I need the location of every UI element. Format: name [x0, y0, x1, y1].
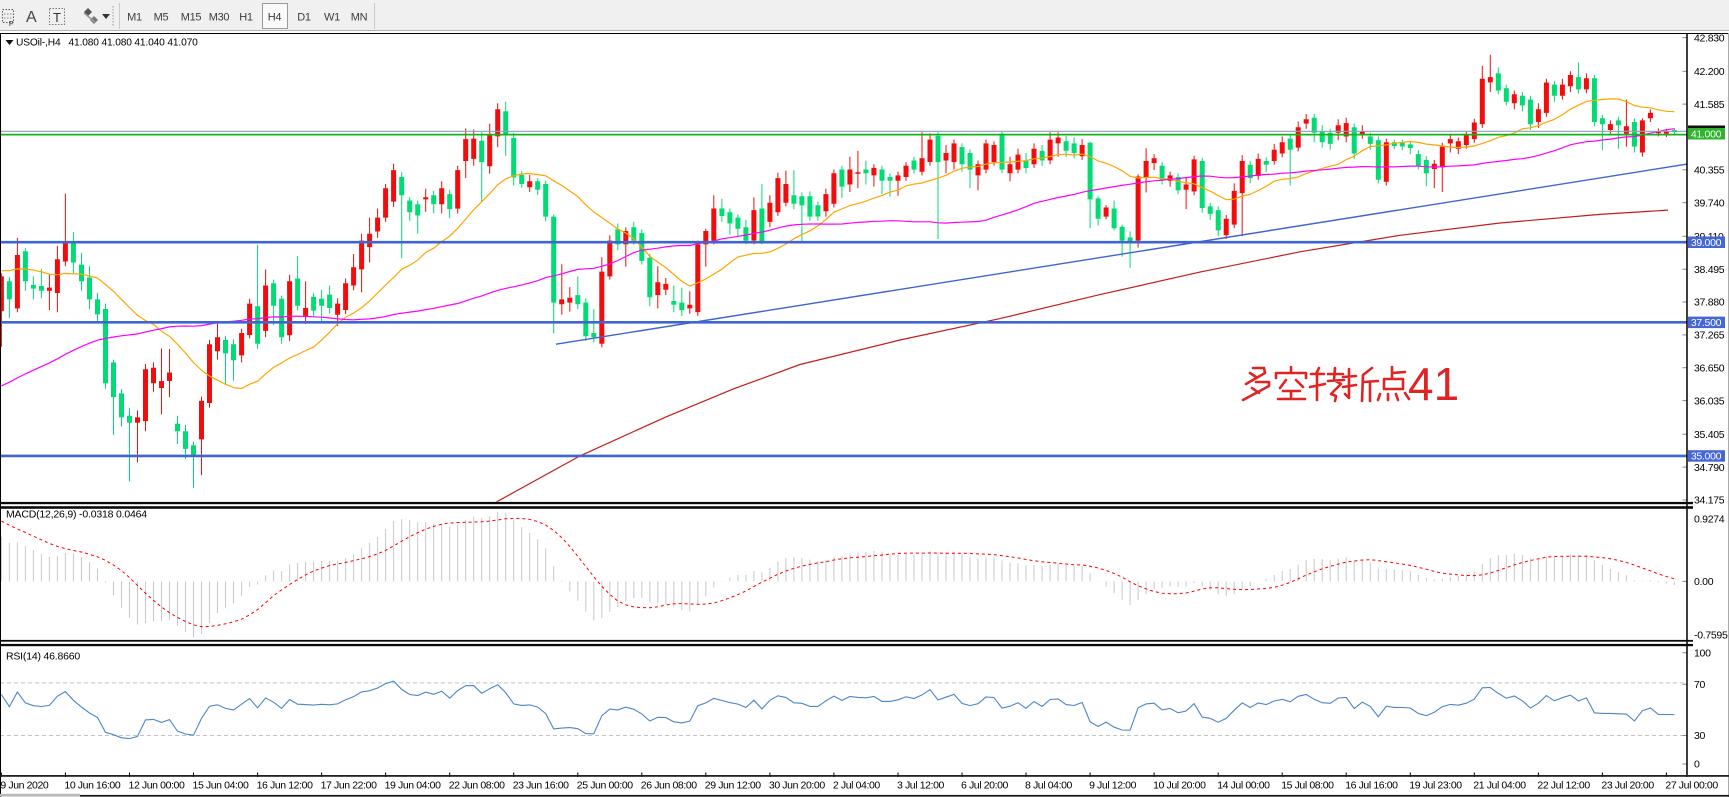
svg-text:2 Jul 04:00: 2 Jul 04:00 [833, 780, 881, 792]
svg-text:MACD(12,26,9) -0.0318 0.0464: MACD(12,26,9) -0.0318 0.0464 [6, 509, 147, 521]
svg-text:14 Jul 00:00: 14 Jul 00:00 [1217, 780, 1270, 792]
svg-text:19 Jul 23:00: 19 Jul 23:00 [1409, 780, 1462, 792]
svg-text:19 Jun 04:00: 19 Jun 04:00 [385, 780, 441, 792]
svg-text:16 Jun 12:00: 16 Jun 12:00 [257, 780, 313, 792]
svg-text:15 Jul 08:00: 15 Jul 08:00 [1281, 780, 1334, 792]
svg-text:9 Jun 2020: 9 Jun 2020 [0, 780, 49, 792]
svg-text:37.265: 37.265 [1694, 330, 1725, 342]
svg-text:29 Jun 12:00: 29 Jun 12:00 [705, 780, 761, 792]
svg-text:35.000: 35.000 [1691, 451, 1722, 463]
svg-text:H4: H4 [268, 12, 282, 24]
svg-text:8 Jul 04:00: 8 Jul 04:00 [1025, 780, 1073, 792]
svg-text:10 Jul 20:00: 10 Jul 20:00 [1153, 780, 1206, 792]
svg-text:41.000: 41.000 [1691, 129, 1722, 141]
svg-text:17 Jun 22:00: 17 Jun 22:00 [321, 780, 377, 792]
svg-text:M1: M1 [127, 12, 142, 24]
svg-text:12 Jun 00:00: 12 Jun 00:00 [129, 780, 185, 792]
svg-text:27 Jul 00:00: 27 Jul 00:00 [1665, 780, 1718, 792]
svg-text:M30: M30 [209, 12, 230, 24]
svg-text:39.000: 39.000 [1691, 237, 1722, 249]
svg-text:22 Jul 12:00: 22 Jul 12:00 [1537, 780, 1590, 792]
svg-text:40.355: 40.355 [1694, 165, 1725, 177]
svg-text:-0.7595: -0.7595 [1694, 630, 1728, 642]
svg-text:38.495: 38.495 [1694, 264, 1725, 276]
svg-text:21 Jul 04:00: 21 Jul 04:00 [1473, 780, 1526, 792]
svg-text:37.500: 37.500 [1691, 317, 1722, 329]
svg-text:70: 70 [1694, 679, 1706, 691]
svg-text:W1: W1 [324, 12, 340, 24]
svg-text:34.175: 34.175 [1694, 495, 1725, 507]
svg-text:23 Jun 16:00: 23 Jun 16:00 [513, 780, 569, 792]
svg-text:100: 100 [1694, 648, 1711, 660]
svg-text:16 Jul 16:00: 16 Jul 16:00 [1345, 780, 1398, 792]
svg-text:RSI(14) 46.8660: RSI(14) 46.8660 [6, 651, 80, 663]
svg-text:H1: H1 [239, 12, 253, 24]
svg-text:36.650: 36.650 [1694, 362, 1725, 374]
svg-text:MN: MN [351, 12, 368, 24]
svg-text:42.830: 42.830 [1694, 32, 1725, 44]
svg-text:10 Jun 16:00: 10 Jun 16:00 [64, 780, 120, 792]
svg-text:37.880: 37.880 [1694, 297, 1725, 309]
svg-text:9 Jul 12:00: 9 Jul 12:00 [1089, 780, 1137, 792]
svg-text:36.035: 36.035 [1694, 395, 1725, 407]
svg-text:0: 0 [1694, 759, 1700, 771]
svg-text:F: F [9, 21, 13, 28]
svg-text:0.00: 0.00 [1694, 576, 1714, 588]
svg-text:41: 41 [1408, 358, 1459, 410]
svg-text:30: 30 [1694, 730, 1706, 742]
svg-text:34.790: 34.790 [1694, 462, 1725, 474]
svg-text:3 Jul 12:00: 3 Jul 12:00 [897, 780, 945, 792]
svg-text:M5: M5 [154, 12, 169, 24]
svg-text:T: T [53, 10, 61, 25]
svg-text:42.200: 42.200 [1694, 66, 1725, 78]
svg-text:6 Jul 20:00: 6 Jul 20:00 [961, 780, 1009, 792]
svg-text:USOil-,H4 41.080 41.080 41.0: USOil-,H4 41.080 41.080 41.040 41.070 [16, 38, 198, 49]
svg-text:A: A [26, 9, 37, 26]
svg-text:25 Jun 00:00: 25 Jun 00:00 [577, 780, 633, 792]
svg-text:30 Jun 20:00: 30 Jun 20:00 [769, 780, 825, 792]
svg-text:23 Jul 20:00: 23 Jul 20:00 [1601, 780, 1654, 792]
svg-text:41.585: 41.585 [1694, 99, 1725, 111]
svg-text:22 Jun 08:00: 22 Jun 08:00 [449, 780, 505, 792]
svg-text:0.9274: 0.9274 [1694, 514, 1725, 526]
svg-text:M15: M15 [181, 12, 202, 24]
svg-text:39.740: 39.740 [1694, 197, 1725, 209]
svg-text:D1: D1 [297, 12, 311, 24]
svg-text:26 Jun 08:00: 26 Jun 08:00 [641, 780, 697, 792]
svg-text:35.405: 35.405 [1694, 429, 1725, 441]
svg-text:15 Jun 04:00: 15 Jun 04:00 [193, 780, 249, 792]
